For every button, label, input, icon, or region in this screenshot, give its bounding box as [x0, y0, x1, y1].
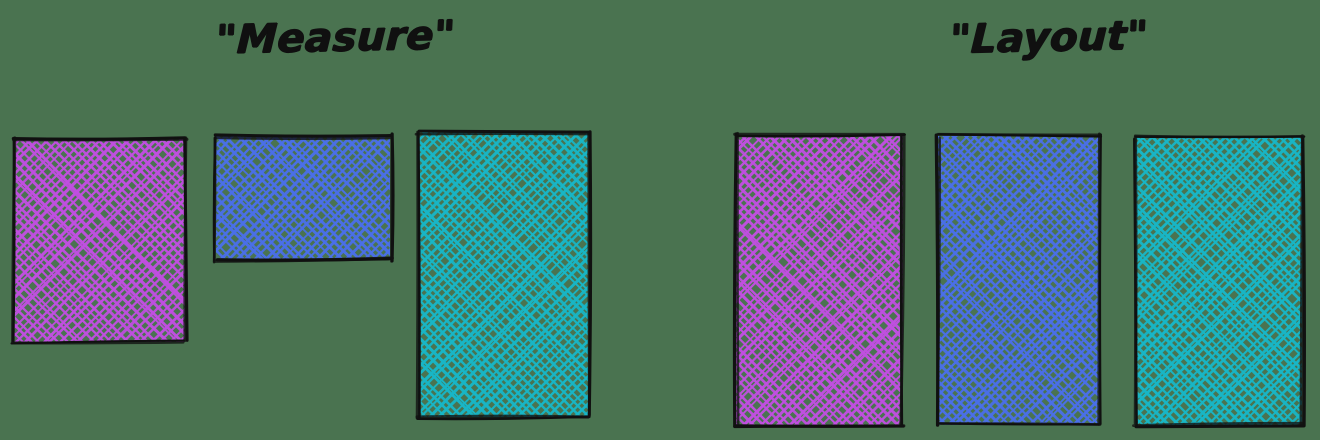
- group-title-layout: "Layout": [948, 12, 1150, 64]
- measure-box-teal[interactable]: [126, 123, 1163, 425]
- layout-box-teal[interactable]: [840, 128, 1320, 433]
- group-measure: [0, 123, 1163, 425]
- layout-box-magenta[interactable]: [439, 126, 1320, 433]
- measure-box-magenta[interactable]: [0, 129, 595, 350]
- group-title-measure: "Measure": [214, 12, 457, 64]
- group-layout: [439, 126, 1320, 433]
- measure-box-blue[interactable]: [84, 127, 638, 268]
- layout-box-blue[interactable]: [643, 127, 1320, 433]
